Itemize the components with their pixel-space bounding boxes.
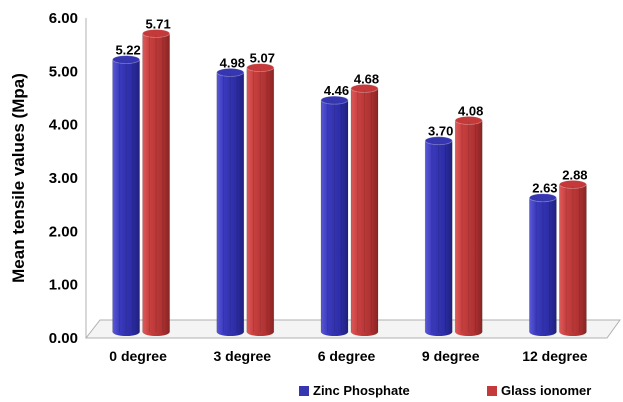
- y-tick-label: 1.00: [49, 277, 78, 294]
- legend-swatch-glass-ionomer: [487, 386, 497, 396]
- data-label-glass-ionomer: 5.71: [145, 16, 170, 31]
- data-label-zinc-phosphate: 2.63: [532, 181, 557, 196]
- data-label-glass-ionomer: 5.07: [250, 51, 275, 66]
- data-label-glass-ionomer: 4.68: [354, 71, 379, 86]
- y-tick-label: 3.00: [49, 170, 78, 187]
- data-label-glass-ionomer: 4.08: [458, 103, 483, 118]
- bar-glass-ionomer: [246, 63, 275, 336]
- y-tick-label: 2.00: [49, 223, 78, 240]
- legend-label-glass-ionomer: Glass ionomer: [501, 383, 591, 398]
- bars-group: [112, 29, 587, 336]
- data-label-zinc-phosphate: 3.70: [428, 124, 453, 139]
- category-label: 0 degree: [109, 348, 167, 364]
- data-label-glass-ionomer: 2.88: [562, 167, 587, 182]
- category-label: 6 degree: [318, 348, 376, 364]
- bar-glass-ionomer: [559, 179, 587, 336]
- bar-zinc-phosphate: [216, 68, 245, 336]
- bar-glass-ionomer: [350, 84, 379, 336]
- category-labels: 0 degree 3 degree 6 degree 9 degree 12 degre…: [109, 348, 587, 364]
- legend: Zinc Phosphate Glass ionomer: [299, 383, 591, 398]
- data-labels: 5.22 5.71 4.98 5.07 4.46 4.68 3.70 4.08 2.63 2.88: [115, 16, 587, 195]
- y-tick-label: 6.00: [49, 10, 78, 27]
- legend-label-zinc-phosphate: Zinc Phosphate: [313, 383, 410, 398]
- category-label: 12 degree: [522, 348, 588, 364]
- legend-swatch-zinc-phosphate: [299, 386, 309, 396]
- bar-glass-ionomer: [454, 116, 483, 336]
- bar-glass-ionomer: [142, 29, 171, 336]
- data-label-zinc-phosphate: 4.98: [220, 55, 245, 70]
- y-tick-label: 4.00: [49, 117, 78, 134]
- category-label: 9 degree: [422, 348, 480, 364]
- data-label-zinc-phosphate: 4.46: [324, 83, 349, 98]
- category-label: 3 degree: [214, 348, 272, 364]
- y-tick-label: 5.00: [49, 63, 78, 80]
- bar-zinc-phosphate: [424, 136, 453, 336]
- data-label-zinc-phosphate: 5.22: [115, 43, 140, 58]
- y-axis-label: Mean tensile values (Mpa): [9, 73, 28, 283]
- bar-zinc-phosphate: [529, 193, 557, 336]
- bar-zinc-phosphate: [320, 95, 349, 336]
- y-tick-label: 0.00: [49, 330, 78, 347]
- y-tick-labels: 0.00 1.00 2.00 3.00 4.00 5.00 6.00: [49, 10, 78, 347]
- bar-zinc-phosphate: [112, 55, 140, 336]
